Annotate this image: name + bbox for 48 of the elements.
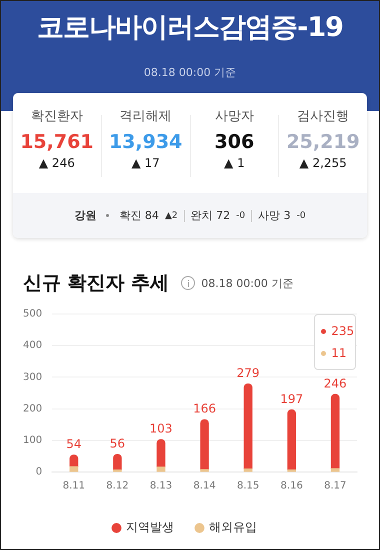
total-label: 54 (66, 437, 82, 452)
y-tick-label: 100 (22, 434, 42, 446)
annotation: 235 (331, 324, 354, 338)
text: -0 (236, 210, 246, 220)
y-tick-label: 500 (22, 308, 42, 320)
text: 사망 3 (258, 208, 291, 223)
tooltip: 235 11 (314, 314, 356, 370)
text: 완치 72 (190, 208, 230, 223)
total-label: 279 (236, 366, 260, 380)
text: 306 (214, 131, 256, 153)
text: 25,219 (285, 131, 361, 153)
text: -0 (296, 210, 306, 220)
text: ▲ 2,255 (298, 156, 348, 170)
text: 격리해제 (118, 108, 173, 125)
total-label: 103 (150, 422, 172, 436)
text: 사망자 (214, 108, 255, 125)
chart-subtitle: 08.18 00:00 기준 (201, 276, 294, 290)
text: ▲ 1 (223, 156, 246, 170)
y-tick-label: 400 (22, 340, 42, 352)
y-tick-label: 300 (22, 372, 42, 383)
text: ▲ 246 (38, 156, 76, 170)
text: 08.18 00:00 기준 (142, 65, 238, 80)
x-tick-label: 8.17 (324, 480, 346, 492)
x-tick-label: 8.14 (193, 480, 216, 492)
x-tick-label: 8.16 (280, 480, 303, 492)
text: 코로나바이러스감염증-19 (36, 11, 344, 45)
y-tick-label: 0 (36, 466, 42, 478)
total-label: 246 (324, 376, 347, 390)
chart-title: 신규 확진자 추세 (23, 271, 170, 296)
total-label: 56 (110, 436, 126, 450)
x-tick-label: 8.11 (62, 480, 85, 492)
text: 13,934 (108, 131, 184, 153)
y-tick-label: 200 (22, 403, 42, 414)
text: 15,761 (19, 131, 95, 153)
total-label: 166 (193, 402, 216, 416)
x-tick-label: 8.12 (106, 480, 129, 492)
text: 확진환자 (30, 108, 84, 125)
x-tick-label: 8.15 (236, 480, 260, 492)
total-label: 197 (280, 392, 304, 406)
text: 강원 (74, 208, 96, 223)
legend-label: 지역발생 (126, 520, 174, 534)
text: 확진 84 (119, 208, 159, 223)
annotation: 11 (331, 346, 346, 360)
x-tick-label: 8.13 (150, 480, 172, 492)
text: ▲ 17 (130, 156, 161, 170)
legend-label: 해외유입 (209, 520, 257, 534)
text: ▲2 (164, 210, 178, 220)
text: 검사진행 (296, 108, 350, 125)
